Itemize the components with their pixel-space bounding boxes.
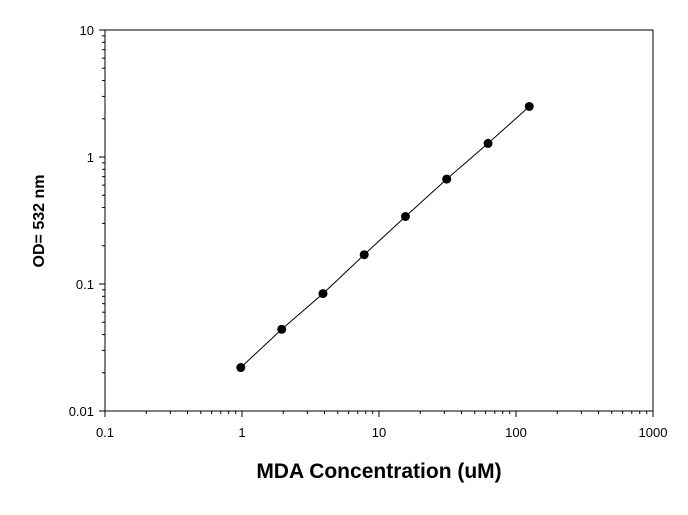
y-axis-ticks: 0.01 0.1 1 10 [69,23,105,419]
y-tick-label: 0.01 [69,404,94,419]
data-point [524,101,534,111]
x-tick-label: 10 [372,425,386,440]
y-axis-title: OD= 532 nm [31,175,48,268]
data-point [483,138,493,148]
x-axis-title: MDA Concentration (uM) [256,460,501,483]
x-tick-label: 1000 [639,425,668,440]
plot-frame [104,29,654,412]
y-tick-label: 0.1 [76,277,94,292]
data-point [318,289,328,299]
data-point [277,324,287,334]
data-point [236,363,246,373]
x-tick-label: 0.1 [96,425,114,440]
data-point [442,174,452,184]
x-axis-ticks: 0.1 1 10 100 1000 [96,411,668,440]
series-points [236,101,534,373]
y-tick-label: 1 [87,150,94,165]
x-tick-label: 1 [238,425,245,440]
series-line [240,106,530,368]
series-lines [240,106,530,368]
data-point [359,250,369,260]
x-tick-label: 100 [505,425,527,440]
y-tick-label: 10 [80,23,94,38]
data-point [400,212,410,222]
